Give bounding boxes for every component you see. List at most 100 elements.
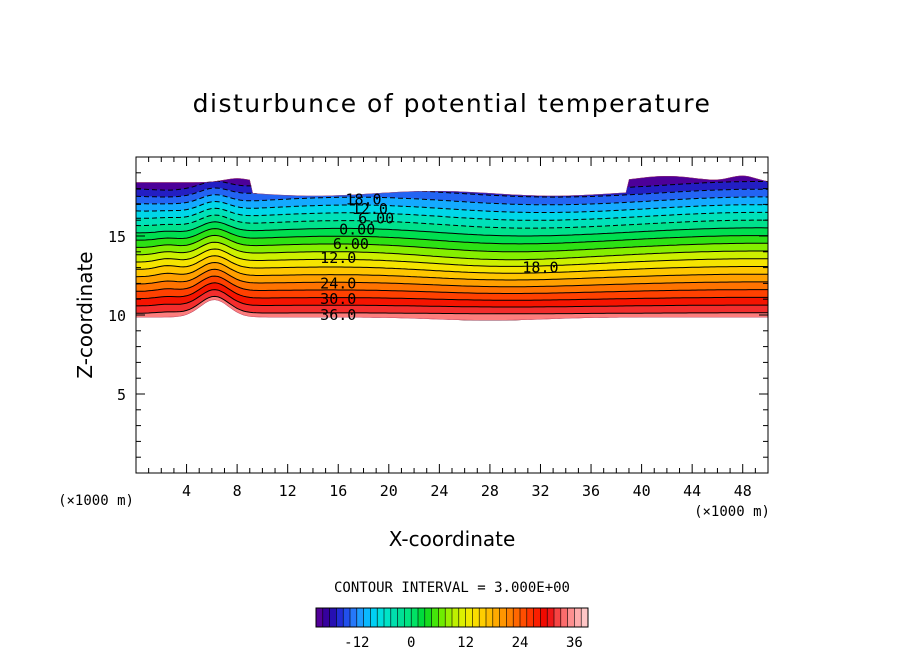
colorbar-cell xyxy=(492,608,500,627)
colorbar-frame xyxy=(315,607,589,628)
colorbar-tick-label: 0 xyxy=(407,635,415,651)
colorbar: -12 0 12 24 36 xyxy=(315,607,589,651)
colorbar-cell xyxy=(520,608,528,627)
contour-label: 24.0 xyxy=(320,274,356,292)
colorbar-cell xyxy=(560,608,568,627)
contour-label: 0.00 xyxy=(339,221,375,239)
contour-line xyxy=(136,289,768,308)
contour-label: 18.0 xyxy=(522,259,558,277)
contour-line xyxy=(136,207,768,221)
x-tick-label: 44 xyxy=(683,482,701,500)
contour-line xyxy=(136,194,768,206)
colorbar-cell xyxy=(547,608,555,627)
contour-interval-text: CONTOUR INTERVAL = 3.000E+00 xyxy=(334,580,570,596)
contour-line xyxy=(136,214,768,229)
colorbar-cell xyxy=(350,608,358,627)
colorbar-cell xyxy=(424,608,432,627)
contour-line xyxy=(136,275,768,294)
x-tick-label: 28 xyxy=(481,482,499,500)
x-tick-label: 36 xyxy=(582,482,600,500)
colorbar-tick-label: 36 xyxy=(566,635,583,651)
x-tick-label: 20 xyxy=(380,482,398,500)
colorbar-cell xyxy=(533,608,541,627)
y-axis-label: Z-coordinate xyxy=(73,251,97,378)
colorbar-cell xyxy=(554,608,562,627)
x-unit-left: (×1000 m) xyxy=(58,493,134,509)
y-tick-label: 5 xyxy=(117,386,126,404)
colorbar-cell xyxy=(479,608,487,627)
contour-line xyxy=(136,261,768,281)
x-tick-label: 4 xyxy=(182,482,191,500)
contour-line xyxy=(136,180,768,191)
colorbar-tick-label: -12 xyxy=(344,635,369,651)
contour-label: 12.0 xyxy=(320,249,356,267)
colorbar-cell xyxy=(486,608,494,627)
colorbar-cell xyxy=(431,608,439,627)
contour-line xyxy=(136,200,768,213)
y-tick-label: 15 xyxy=(108,228,126,246)
colorbar-cell xyxy=(506,608,514,627)
colorbar-cell xyxy=(356,608,364,627)
chart-title: disturbunce of potential temperature xyxy=(193,89,712,118)
colorbar-cell xyxy=(438,608,446,627)
colorbar-cell xyxy=(499,608,507,627)
colorbar-cell xyxy=(404,608,412,627)
colorbar-cell xyxy=(574,608,582,627)
contour-band xyxy=(136,302,768,321)
colorbar-cell xyxy=(465,608,473,627)
colorbar-cell xyxy=(418,608,426,627)
contour-label: 30.0 xyxy=(320,290,356,308)
x-tick-label: 8 xyxy=(233,482,242,500)
colorbar-cell xyxy=(322,608,330,627)
colorbar-cell xyxy=(384,608,392,627)
colorbar-cell xyxy=(316,608,324,627)
colorbar-cell xyxy=(377,608,385,627)
x-unit-right: (×1000 m) xyxy=(694,504,770,520)
contour-line xyxy=(136,221,768,237)
contour-label: 36.0 xyxy=(320,306,356,324)
x-tick-label: 48 xyxy=(734,482,752,500)
contour-line xyxy=(136,234,768,253)
colorbar-cell xyxy=(452,608,460,627)
x-tick-label: 24 xyxy=(430,482,448,500)
colorbar-tick-label: 12 xyxy=(457,635,474,651)
colorbar-cell xyxy=(390,608,398,627)
contour-line xyxy=(136,187,768,198)
field-outline xyxy=(136,175,768,321)
colorbar-cell xyxy=(472,608,480,627)
contour-line xyxy=(136,282,768,301)
x-tick-label: 12 xyxy=(279,482,297,500)
contour-label: 6.00 xyxy=(333,235,369,253)
contour-lines xyxy=(136,175,768,321)
colorbar-cell xyxy=(336,608,344,627)
colorbar-cell xyxy=(581,608,589,627)
colorbar-cell xyxy=(458,608,466,627)
x-axis-label: X-coordinate xyxy=(389,527,516,551)
colorbar-cell xyxy=(540,608,548,627)
contour-line xyxy=(136,255,768,274)
colorbar-cell xyxy=(370,608,378,627)
contour-field xyxy=(136,175,768,321)
contour-line xyxy=(136,248,768,267)
colorbar-cell xyxy=(445,608,453,627)
colorbar-cell xyxy=(397,608,405,627)
colorbar-cell xyxy=(411,608,419,627)
colorbar-cell xyxy=(329,608,337,627)
contour-label: 6.00 xyxy=(358,210,394,228)
contour-line xyxy=(136,295,768,315)
x-tick-label: 40 xyxy=(633,482,651,500)
contour-label: 18.0 xyxy=(345,191,381,209)
x-tick-label: 32 xyxy=(531,482,549,500)
contour-line xyxy=(136,228,768,245)
colorbar-cell xyxy=(526,608,534,627)
contour-line xyxy=(136,241,768,261)
y-tick-label: 10 xyxy=(108,307,126,325)
contour-label: 12.0 xyxy=(352,200,388,218)
colorbar-cell xyxy=(513,608,521,627)
contour-line xyxy=(136,268,768,288)
x-tick-label: 16 xyxy=(329,482,347,500)
colorbar-cell xyxy=(363,608,371,627)
colorbar-tick-label: 24 xyxy=(512,635,529,651)
